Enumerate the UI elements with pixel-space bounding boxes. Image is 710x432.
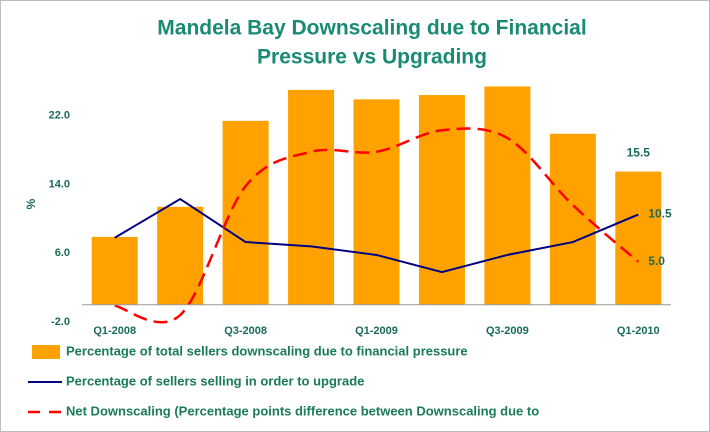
x-tick-label: Q1-2010 (617, 325, 660, 337)
y-tick-label: 22.0 (49, 110, 70, 122)
line (114, 127, 640, 324)
bar (418, 95, 465, 305)
y-axis-label: % (24, 198, 38, 209)
y-tick-label: -2.0 (51, 316, 70, 328)
bar (353, 99, 400, 305)
chart-title: Pressure vs Upgrading (257, 46, 487, 69)
bar (549, 133, 596, 305)
y-tick-label: 6.0 (55, 247, 70, 259)
x-tick-label: Q1-2008 (93, 325, 136, 337)
data-label: 15.5 (627, 146, 651, 160)
legend-label: Percentage of sellers selling in order t… (66, 373, 364, 388)
x-tick-label: Q3-2009 (486, 325, 529, 337)
bar (157, 206, 204, 305)
bar (222, 120, 269, 305)
data-label: 5.0 (648, 254, 665, 268)
bar (615, 171, 662, 305)
legend-label: Net Downscaling (Percentage points diffe… (66, 403, 539, 418)
x-tick-label: Q3-2008 (224, 325, 267, 337)
data-label: 10.5 (648, 207, 672, 221)
line (114, 197, 639, 274)
chart-title: Mandela Bay Downscaling due to Financial (157, 17, 586, 40)
bar (288, 89, 335, 305)
bar (91, 236, 138, 305)
y-tick-label: 14.0 (49, 178, 70, 190)
legend-swatch (32, 345, 60, 359)
bar (484, 86, 531, 305)
legend-label: Percentage of total sellers downscaling … (66, 343, 468, 358)
x-tick-label: Q1-2009 (355, 325, 398, 337)
